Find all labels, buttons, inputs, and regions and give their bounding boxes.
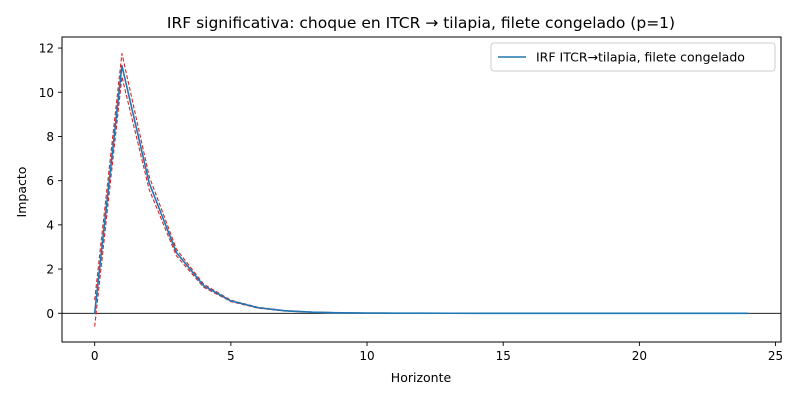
y-tick-label: 0 xyxy=(46,307,54,321)
y-axis: 0 2 4 6 8 10 12 xyxy=(39,42,62,321)
x-tick-label: 25 xyxy=(768,349,783,363)
x-tick-label: 20 xyxy=(632,349,647,363)
chart-title: IRF significativa: choque en ITCR → tila… xyxy=(167,14,675,32)
plot-area xyxy=(62,53,781,327)
y-tick-label: 10 xyxy=(39,86,54,100)
legend-box xyxy=(490,42,776,72)
axes-frame xyxy=(61,36,782,343)
x-tick-label: 10 xyxy=(359,349,374,363)
legend: IRF ITCR→tilapia, filete congelado xyxy=(490,42,776,72)
y-tick-label: 2 xyxy=(46,263,54,277)
x-axis: 0 5 10 15 20 25 xyxy=(91,342,783,363)
confidence-band-line-1 xyxy=(94,76,749,327)
y-tick-label: 12 xyxy=(39,42,54,56)
irf-series-line xyxy=(93,64,749,315)
x-tick-label: 5 xyxy=(227,349,235,363)
x-tick-label: 0 xyxy=(91,349,99,363)
legend-label-irf: IRF ITCR→tilapia, filete congelado xyxy=(536,50,745,65)
x-axis-label: Horizonte xyxy=(391,370,452,385)
y-tick-label: 8 xyxy=(46,130,54,144)
x-tick-label: 15 xyxy=(496,349,511,363)
y-tick-label: 4 xyxy=(46,218,54,232)
y-axis-label: Impacto xyxy=(14,167,29,218)
y-tick-label: 6 xyxy=(46,174,54,188)
